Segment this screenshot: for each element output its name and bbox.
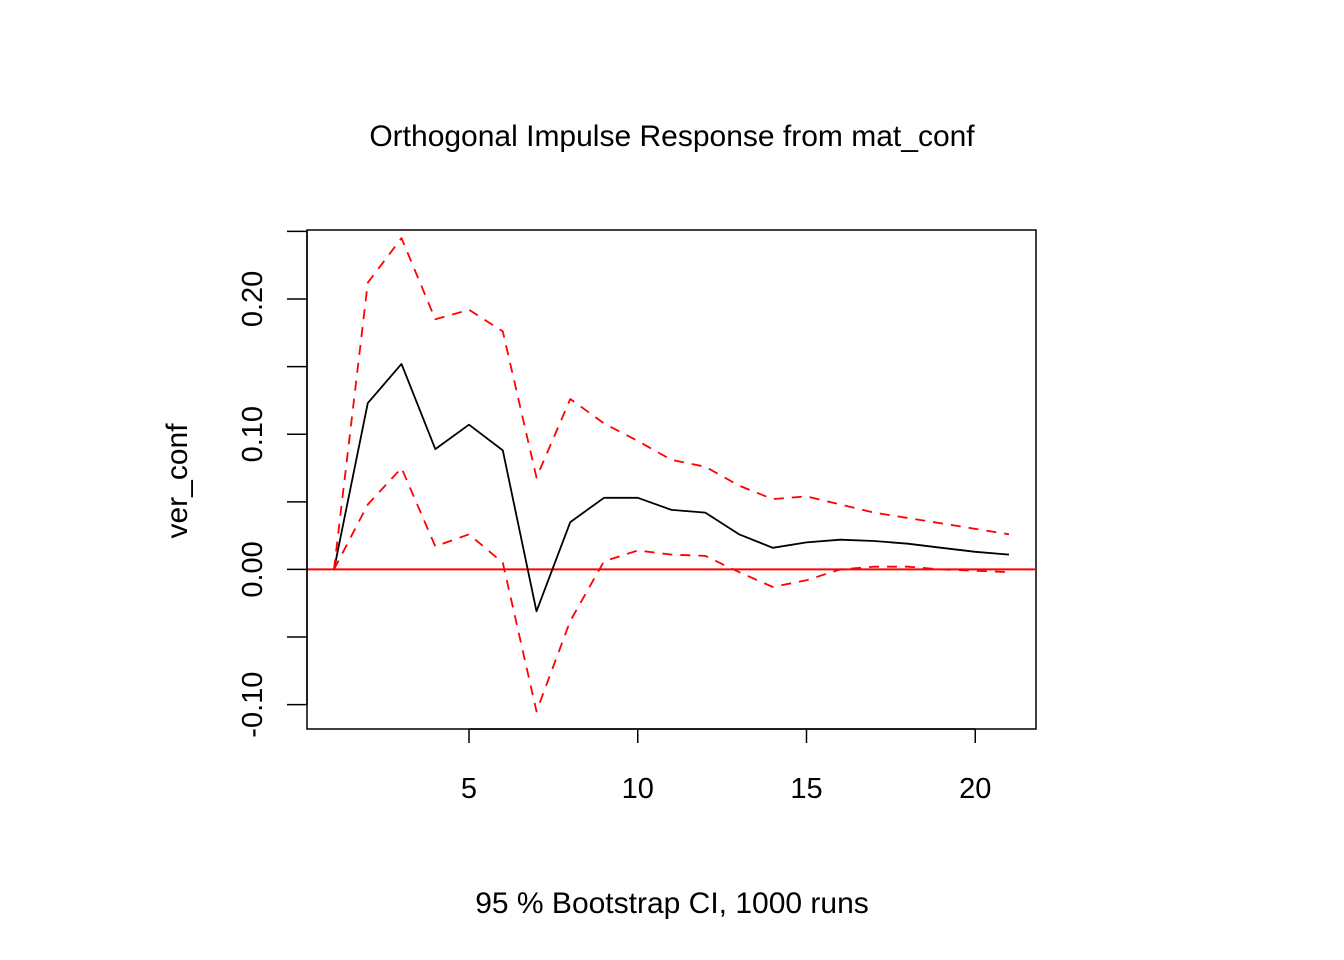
y-tick-label: -0.10 bbox=[237, 672, 269, 738]
lower-series-line bbox=[333, 467, 1010, 713]
x-tick-label: 5 bbox=[461, 773, 477, 805]
y-tick-label: 0.00 bbox=[237, 541, 269, 597]
y-tick-label: 0.20 bbox=[237, 271, 269, 327]
y-axis: -0.10 0.00 0.10 0.20 bbox=[237, 230, 308, 738]
x-axis: 5 10 15 20 bbox=[461, 728, 991, 805]
upper-series-line bbox=[333, 237, 1010, 570]
x-axis-label: 95 % Bootstrap CI, 1000 runs bbox=[475, 887, 869, 920]
chart-title: Orthogonal Impulse Response from mat_con… bbox=[369, 120, 975, 153]
x-tick-label: 20 bbox=[959, 773, 991, 805]
x-tick-label: 15 bbox=[790, 773, 822, 805]
y-tick-label: 0.10 bbox=[237, 406, 269, 462]
plot-area bbox=[306, 229, 1037, 730]
series-group bbox=[333, 237, 1010, 713]
x-tick-label: 10 bbox=[622, 773, 654, 805]
y-axis-label: ver_conf bbox=[161, 423, 194, 539]
response-series-line bbox=[333, 362, 1010, 613]
plot-frame bbox=[306, 229, 1037, 730]
